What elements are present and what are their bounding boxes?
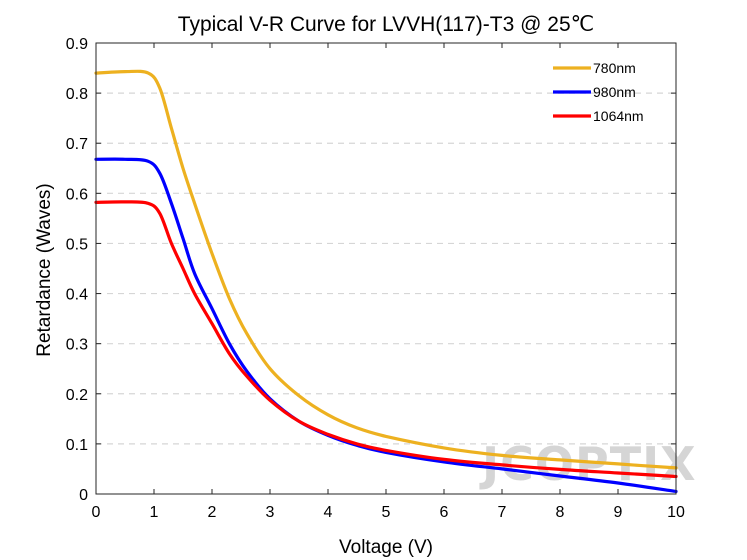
legend-label-1064nm: 1064nm bbox=[593, 108, 644, 124]
ticks: 0 1 2 3 4 5 6 7 8 9 10 0 0.1 0.2 0.3 0.4 0.5 0.6 0.7 0.8 0.9 bbox=[66, 36, 685, 521]
x-tick-label: 2 bbox=[208, 504, 217, 521]
y-tick-label: 0.5 bbox=[66, 236, 88, 253]
series-layer bbox=[94, 69, 678, 494]
x-tick-label: 7 bbox=[498, 504, 507, 521]
legend-label-780nm: 780nm bbox=[593, 60, 636, 76]
legend-label-980nm: 980nm bbox=[593, 84, 636, 100]
legend: 780nm 980nm 1064nm bbox=[553, 60, 644, 124]
x-tick-label: 5 bbox=[382, 504, 391, 521]
y-tick-label: 0.2 bbox=[66, 387, 88, 404]
y-tick-label: 0.7 bbox=[66, 136, 88, 153]
watermark: JCOPTIX bbox=[479, 437, 697, 491]
chart-title: Typical V-R Curve for LVVH(117)-T3 @ 25℃ bbox=[178, 13, 594, 36]
x-tick-label: 4 bbox=[324, 504, 333, 521]
x-tick-label: 1 bbox=[150, 504, 159, 521]
x-tick-label: 3 bbox=[266, 504, 275, 521]
y-axis-label: Retardance (Waves) bbox=[34, 183, 55, 357]
x-axis-label: Voltage (V) bbox=[339, 537, 433, 558]
x-tick-label: 10 bbox=[667, 504, 685, 521]
x-tick-label: 0 bbox=[92, 504, 101, 521]
y-tick-label: 0 bbox=[79, 487, 88, 504]
series-line-780nm bbox=[94, 69, 678, 470]
x-tick-label: 9 bbox=[614, 504, 623, 521]
y-tick-label: 0.1 bbox=[66, 437, 88, 454]
y-tick-label: 0.4 bbox=[66, 287, 88, 304]
y-tick-label: 0.9 bbox=[66, 36, 88, 53]
y-tick-label: 0.8 bbox=[66, 86, 88, 103]
y-tick-label: 0.3 bbox=[66, 337, 88, 354]
series-line-1064nm bbox=[94, 200, 678, 479]
gridlines bbox=[96, 92, 676, 445]
x-tick-label: 6 bbox=[440, 504, 449, 521]
x-tick-label: 8 bbox=[556, 504, 565, 521]
y-tick-label: 0.6 bbox=[66, 186, 88, 203]
series-line-980nm bbox=[94, 157, 678, 494]
watermark-layer: JCOPTIX bbox=[479, 437, 697, 491]
